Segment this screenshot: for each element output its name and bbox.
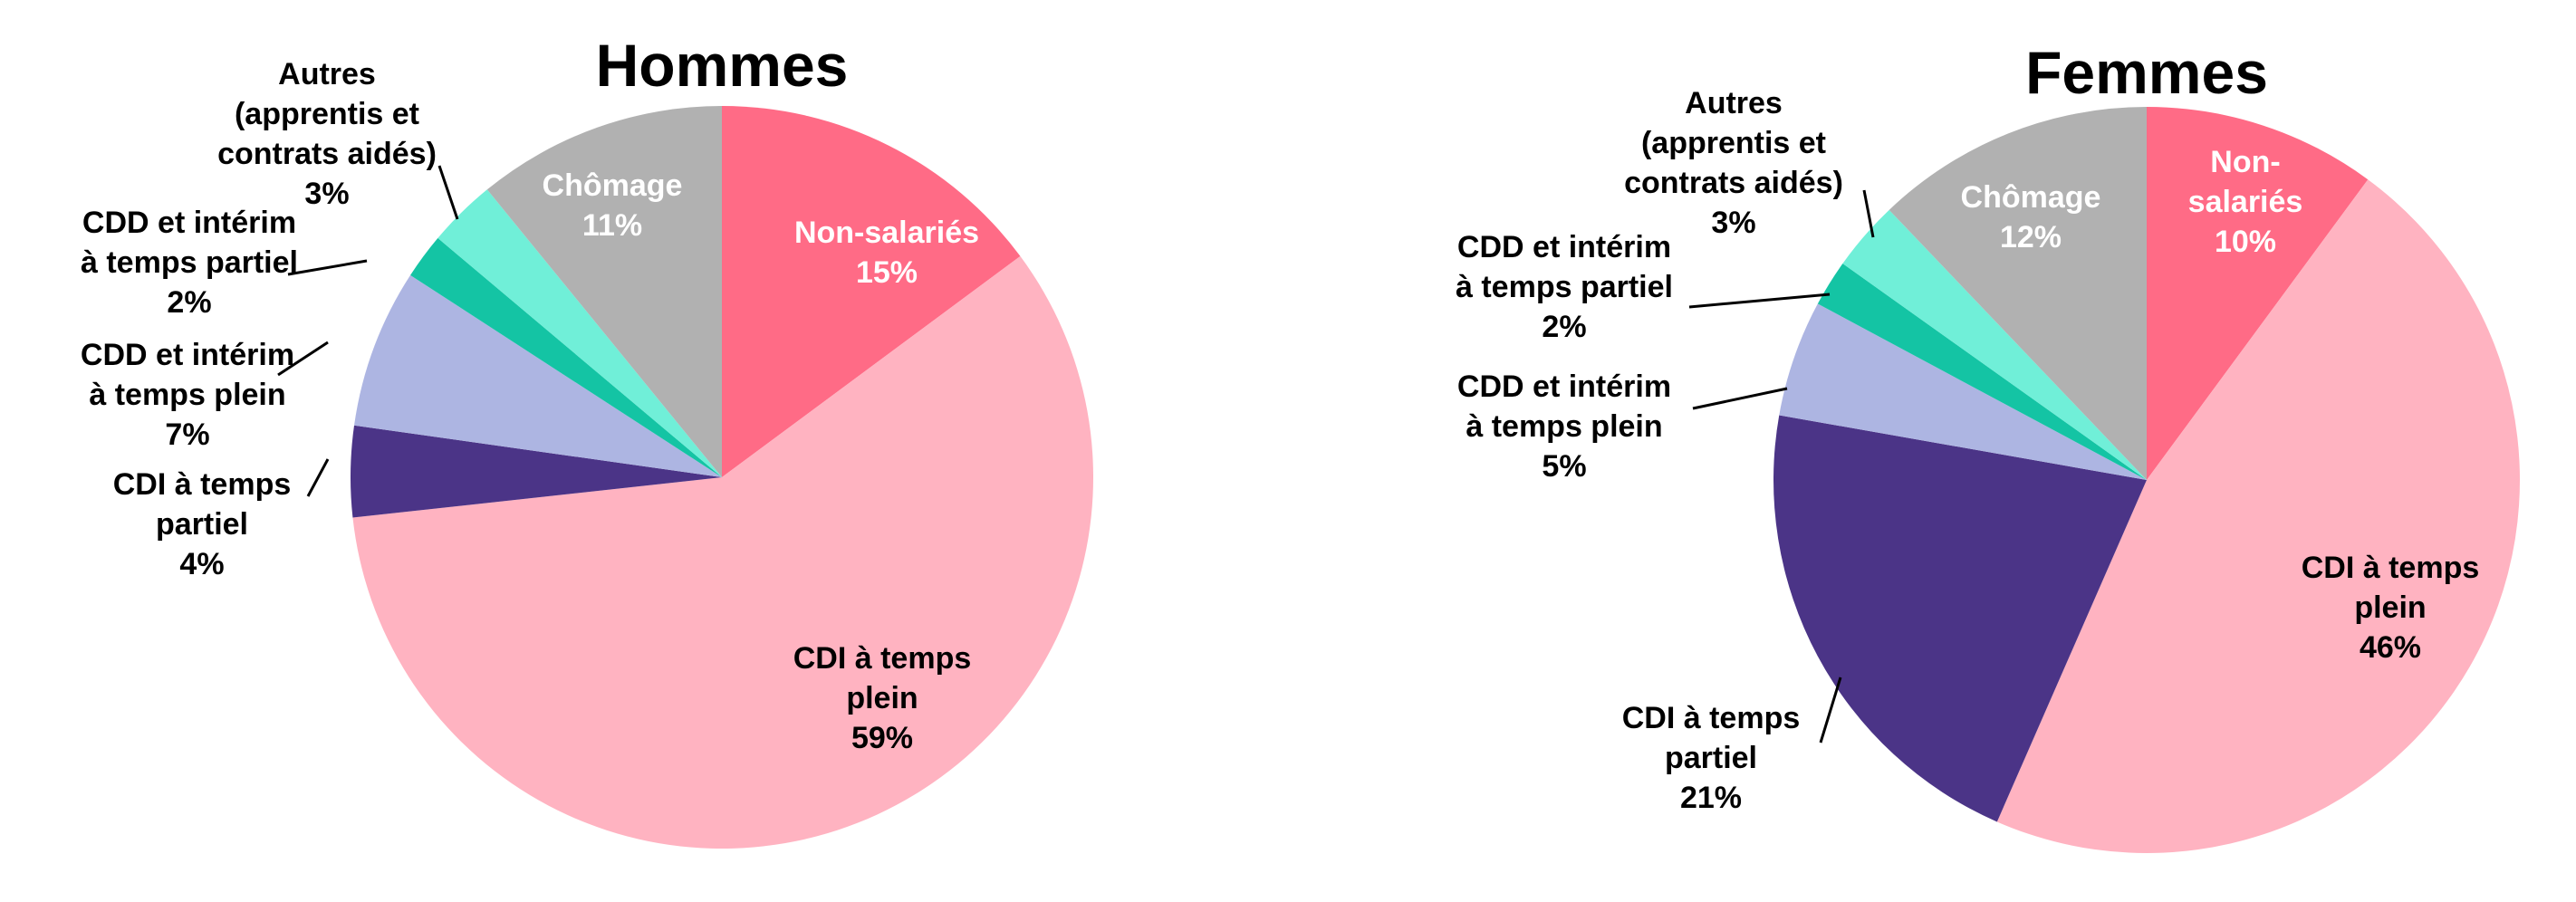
pie-slice-femmes-non-salaries bbox=[2147, 107, 2369, 480]
slice-label-femmes-non-salaries: Non-salariés 10% bbox=[2188, 145, 2303, 259]
slice-label-femmes-autres: Autres (apprentis et contrats aidés) 3% bbox=[1624, 86, 1843, 240]
slice-label-femmes-cdi-partiel: CDI à temps partiel 21% bbox=[1622, 701, 1801, 815]
slice-label-femmes-cdd-plein: CDD et intérim à temps plein 5% bbox=[1457, 369, 1671, 484]
pie-femmes bbox=[1773, 107, 2521, 854]
leader-line-hommes-cdd-plein bbox=[277, 341, 329, 377]
pie-hommes bbox=[351, 106, 1094, 849]
pie-slice-hommes-cdd-plein bbox=[354, 274, 722, 477]
pie-slice-hommes-non-salaries bbox=[722, 106, 1021, 477]
pie-slice-femmes-autres bbox=[1842, 209, 2147, 480]
slice-label-hommes-cdd-partiel: CDD et intérim à temps partiel 2% bbox=[81, 206, 298, 320]
slice-label-hommes-autres: Autres (apprentis et contrats aidés) 3% bbox=[217, 57, 437, 211]
slice-label-hommes-chomage: Chômage 11% bbox=[543, 168, 683, 243]
chart-title-hommes: Hommes bbox=[596, 32, 849, 99]
slice-label-femmes-cdi-plein: CDI à temps plein 46% bbox=[2302, 551, 2480, 665]
slice-label-hommes-cdi-partiel: CDI à temps partiel 4% bbox=[113, 467, 292, 581]
pie-slice-hommes-cdd-partiel bbox=[410, 237, 722, 477]
leader-line-hommes-autres bbox=[437, 165, 459, 220]
slice-label-hommes-cdd-plein: CDD et intérim à temps plein 7% bbox=[81, 338, 294, 452]
leader-line-femmes-cdd-partiel bbox=[1688, 293, 1831, 309]
leader-line-femmes-autres bbox=[1862, 189, 1875, 238]
pie-slice-hommes-autres bbox=[437, 189, 722, 477]
slice-label-hommes-cdi-plein: CDI à temps plein 59% bbox=[793, 641, 972, 755]
pie-slice-hommes-cdi-plein bbox=[352, 255, 1094, 849]
pie-slice-femmes-cdd-plein bbox=[1779, 303, 2147, 480]
leader-line-hommes-cdi-partiel bbox=[306, 458, 330, 497]
chart-title-femmes: Femmes bbox=[2025, 39, 2268, 106]
leader-line-femmes-cdd-plein bbox=[1692, 387, 1788, 410]
pie-slice-femmes-cdd-partiel bbox=[1817, 264, 2147, 480]
leader-line-hommes-cdd-partiel bbox=[287, 259, 368, 276]
leader-line-femmes-cdi-partiel bbox=[1819, 676, 1842, 744]
slice-label-hommes-non-salaries: Non-salariés 15% bbox=[794, 216, 979, 290]
pie-slice-hommes-cdi-partiel bbox=[351, 425, 722, 518]
pie-slice-femmes-cdi-plein bbox=[1996, 179, 2521, 854]
pie-slice-femmes-cdi-partiel bbox=[1773, 415, 2147, 822]
pie-slice-hommes-chomage bbox=[486, 106, 722, 477]
slice-label-femmes-chomage: Chômage 12% bbox=[1961, 180, 2101, 254]
slice-label-femmes-cdd-partiel: CDD et intérim à temps partiel 2% bbox=[1456, 230, 1673, 344]
pie-slice-femmes-chomage bbox=[1889, 107, 2147, 480]
